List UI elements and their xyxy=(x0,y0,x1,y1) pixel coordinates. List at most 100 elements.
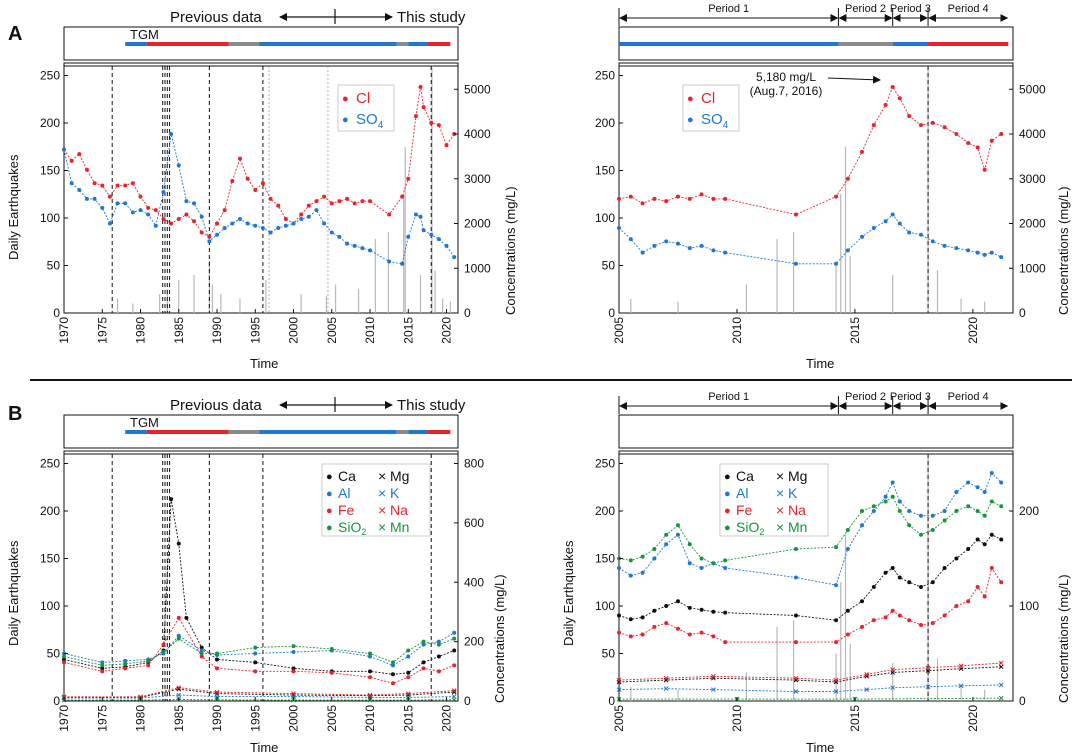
legend-marker-cross: × xyxy=(776,502,784,518)
series-point-ca xyxy=(711,609,716,614)
earthquake-bar xyxy=(434,270,436,313)
earthquake-bar xyxy=(404,146,406,313)
y-right-tick-label: 100 xyxy=(1019,599,1039,613)
legend-label-subscript: 2 xyxy=(759,527,764,537)
series-point-ca xyxy=(890,566,895,570)
legend-marker-cross: × xyxy=(776,468,784,484)
series-point-cl xyxy=(793,212,798,217)
series-line-na xyxy=(64,687,455,698)
series-point-cl xyxy=(918,123,923,128)
series-point-so4 xyxy=(400,261,405,266)
series-point-sio2 xyxy=(199,651,204,656)
series-point-cl xyxy=(115,183,120,188)
series-point-sio2 xyxy=(699,556,704,561)
series-point-cl xyxy=(421,105,426,110)
x-tick-label: 2015 xyxy=(401,705,415,732)
series-point-al xyxy=(640,570,645,575)
series-point-ca xyxy=(169,497,174,502)
earthquake-bar xyxy=(840,194,842,313)
series-point-so4 xyxy=(883,219,888,224)
series-point-cl xyxy=(687,196,692,201)
legend-cl-label: Cl xyxy=(356,90,370,107)
series-point-sio2 xyxy=(628,558,633,563)
series-point-ca xyxy=(942,566,947,570)
series-point-cl xyxy=(283,217,288,222)
legend-marker: ● xyxy=(724,471,731,483)
series-point-cl xyxy=(413,114,418,119)
series-point-sio2 xyxy=(640,554,645,559)
earthquake-bar xyxy=(776,626,778,701)
series-point-fe xyxy=(406,675,411,680)
y-left-tick-label: 200 xyxy=(40,116,60,130)
series-point-sio2 xyxy=(871,504,876,509)
x-tick-label: 2005 xyxy=(325,705,339,732)
legend-marker-cross: × xyxy=(378,485,386,501)
series-point-fe xyxy=(982,594,987,599)
x-axis-label: Time xyxy=(250,356,278,371)
earthquake-bar xyxy=(239,298,241,313)
series-point-sio2 xyxy=(253,645,258,650)
legend-label: SiO2 xyxy=(736,519,764,537)
series-point-sio2 xyxy=(966,504,971,509)
series-point-cl xyxy=(123,183,128,188)
series-point-cl xyxy=(329,201,334,206)
series-point-ca xyxy=(871,585,876,589)
earthquake-bar xyxy=(835,653,837,701)
legend-label-2: Mn xyxy=(390,519,409,535)
series-point-sio2 xyxy=(100,663,105,668)
tgm-segment-red xyxy=(928,42,1009,46)
series-point-ca xyxy=(723,610,728,615)
y-right-tick-label: 1000 xyxy=(1019,261,1046,275)
x-tick-label: 2010 xyxy=(730,705,744,732)
concentration-series xyxy=(62,85,457,266)
earthquake-bar xyxy=(630,686,632,701)
series-point-al xyxy=(989,471,994,475)
legend-label: Ca xyxy=(338,468,356,484)
series-point-ca xyxy=(930,580,935,585)
period-label: Period 3 xyxy=(890,391,931,403)
series-point-ca xyxy=(390,672,395,677)
series-point-sio2 xyxy=(711,561,716,566)
series-point-so4 xyxy=(207,239,212,244)
series-point-fe xyxy=(100,669,105,674)
series-point-fe xyxy=(930,621,935,626)
series-point-fe xyxy=(918,623,923,627)
y-axis-right-ticks: 0 1000 2000 3000 4000 5000 xyxy=(1009,82,1046,320)
series-point-cl xyxy=(406,176,411,181)
series-point-na xyxy=(291,691,296,696)
era-label-this-study: This study xyxy=(397,9,466,26)
legend-so4-label: SO4 xyxy=(356,111,384,131)
series-point-k xyxy=(925,684,931,690)
series-point-fe xyxy=(699,630,704,635)
earthquake-bar xyxy=(159,294,161,313)
series-point-fe xyxy=(675,626,680,631)
x-axis-ticks: 2005 2010 2015 2020 xyxy=(612,309,980,344)
legend-label: Fe xyxy=(736,502,753,518)
series-point-sio2 xyxy=(146,658,151,663)
series-point-so4 xyxy=(146,212,151,217)
series-point-al xyxy=(176,633,181,638)
series-point-ca xyxy=(918,585,923,589)
series-point-na xyxy=(890,667,896,673)
series-point-na xyxy=(833,677,839,683)
series-point-so4 xyxy=(322,221,327,226)
tgm-box xyxy=(63,414,459,449)
series-point-ca xyxy=(291,666,296,671)
tgm-segment-blue xyxy=(125,430,147,434)
legend-box xyxy=(337,84,395,132)
legend-marker: ● xyxy=(724,488,731,500)
series-point-so4 xyxy=(687,246,692,251)
series-point-cl xyxy=(845,176,850,181)
y-axis-right-label: Concentrations (mg/L) xyxy=(492,574,507,703)
series-point-ca xyxy=(954,556,959,561)
series-point-sio2 xyxy=(368,651,373,656)
y-left-tick-label: 0 xyxy=(608,306,615,320)
series-point-al xyxy=(897,499,902,504)
x-tick-label: 2005 xyxy=(612,317,626,344)
series-point-sio2 xyxy=(982,513,987,518)
series-point-ca xyxy=(845,608,850,613)
period-arrows: Period 1 Period 2 Period 3 Period 4 xyxy=(618,3,1009,26)
series-point-ca xyxy=(368,669,373,674)
series-point-so4 xyxy=(337,234,342,239)
y-left-tick-label: 250 xyxy=(40,457,60,471)
